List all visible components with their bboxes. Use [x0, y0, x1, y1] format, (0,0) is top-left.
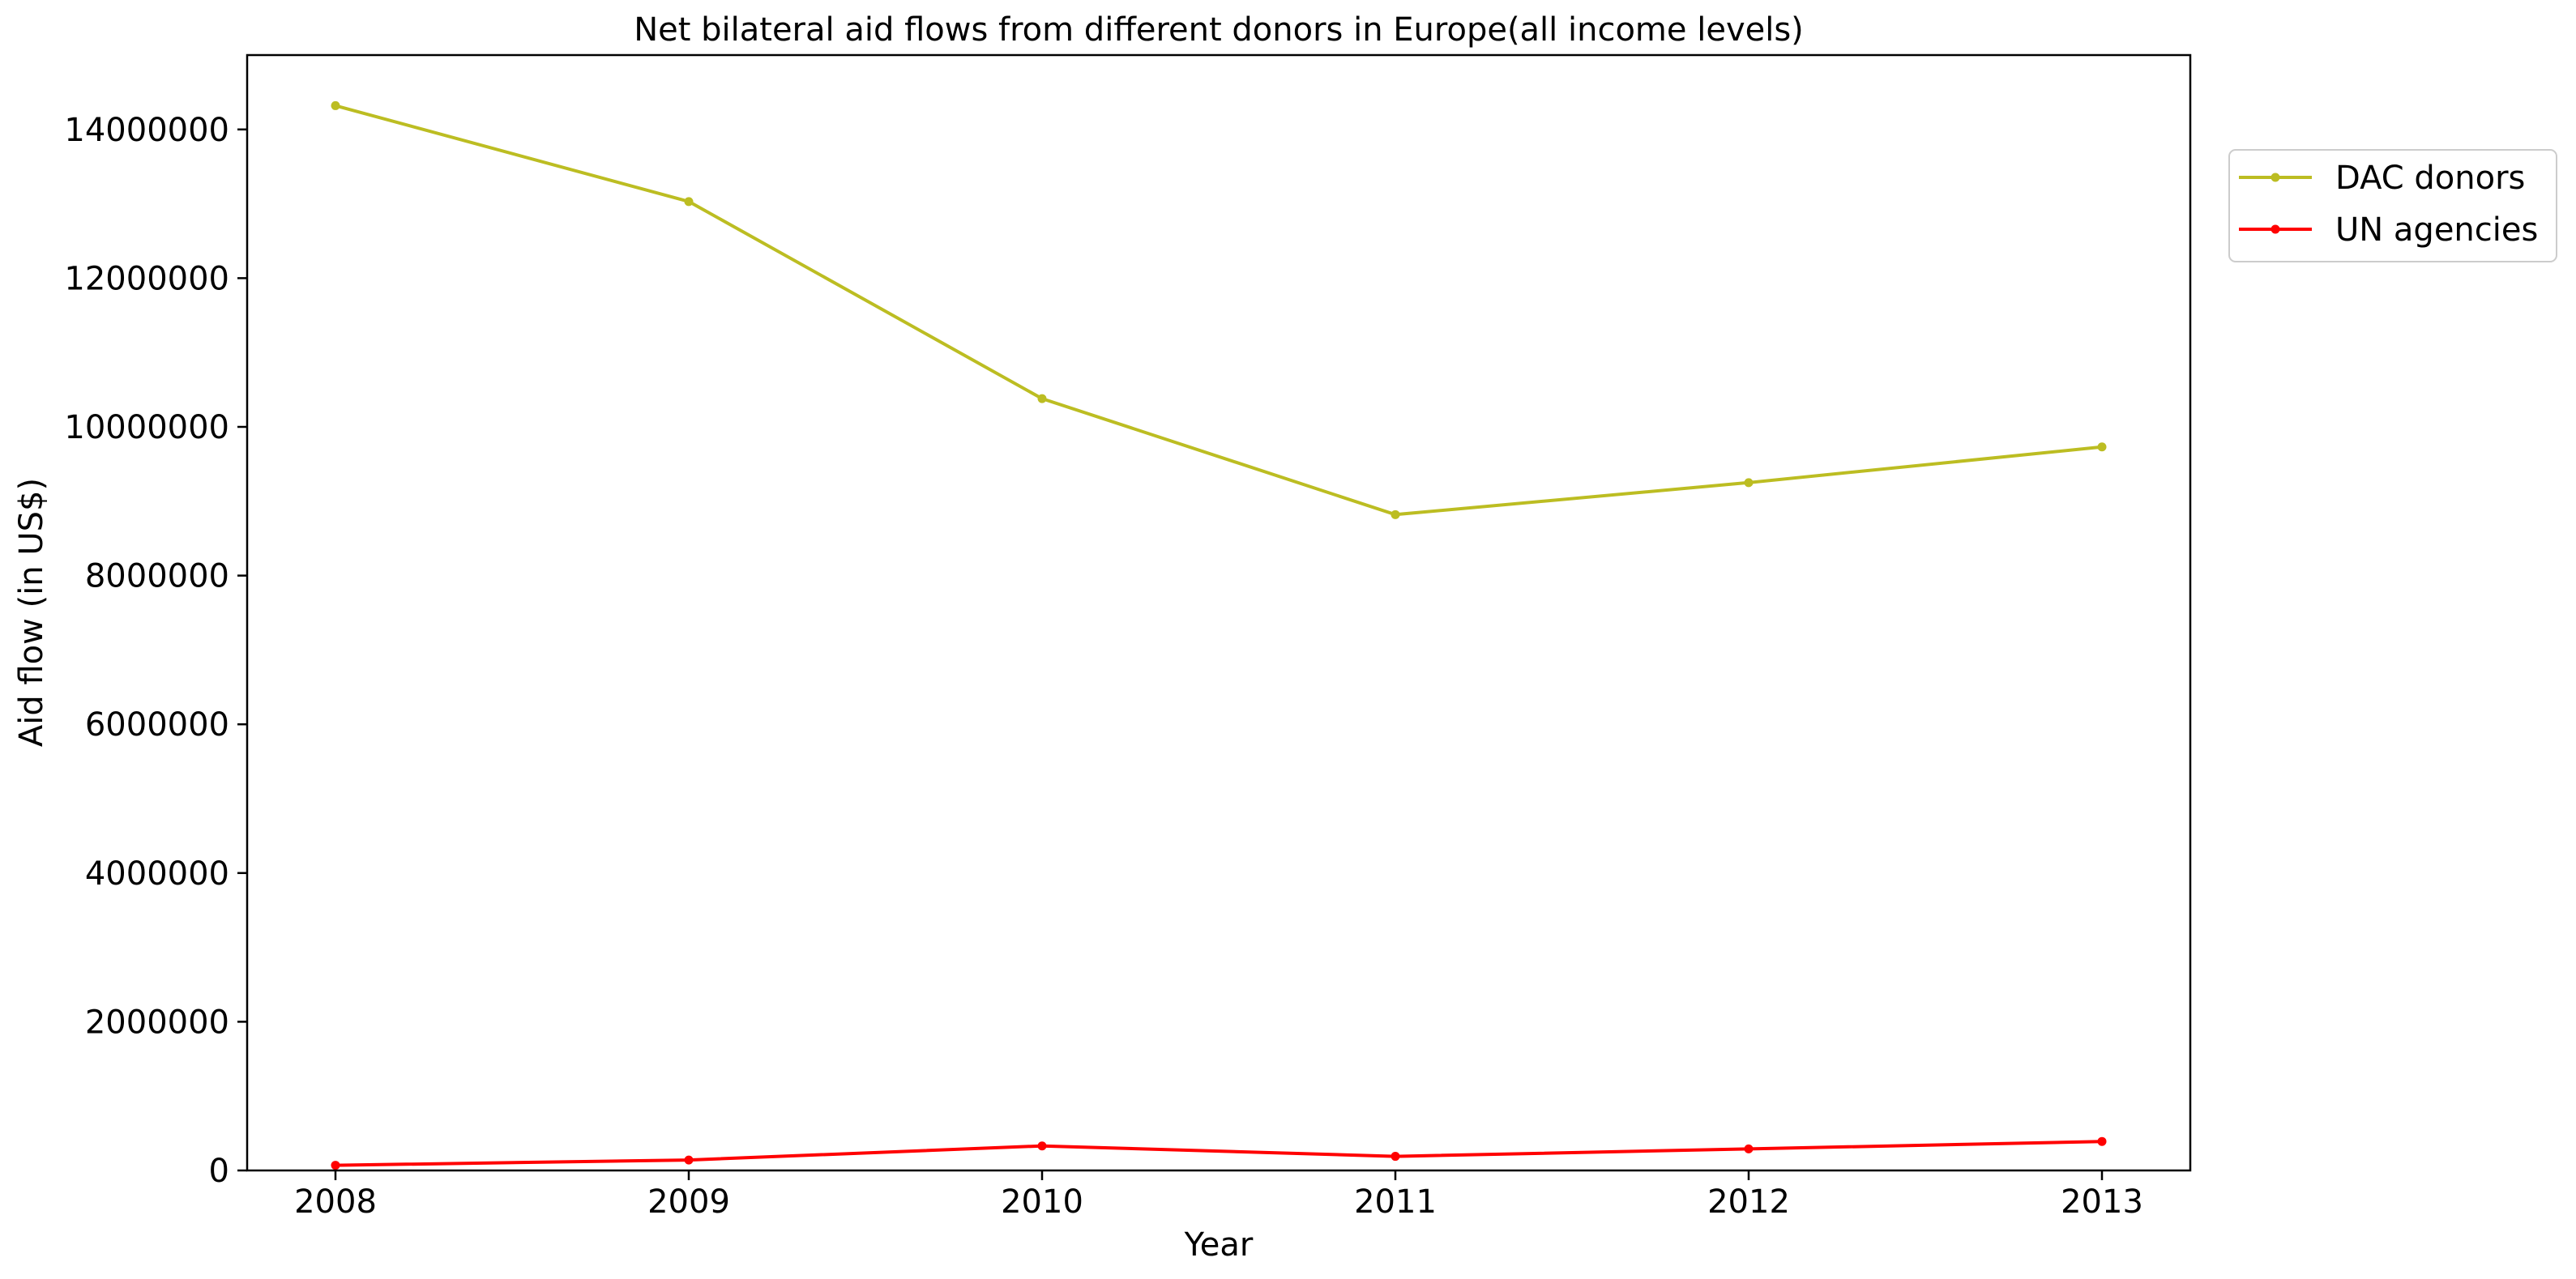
data-point-dac-donors: [331, 100, 340, 110]
legend-items: DAC donors UN agencies: [2239, 160, 2538, 249]
plot-frame: [246, 53, 2192, 1172]
data-point-un-agencies: [1744, 1144, 1754, 1153]
y-tick-label: 14000000: [64, 112, 229, 149]
data-point-un-agencies: [331, 1161, 340, 1170]
y-tick-label: 6000000: [85, 706, 229, 744]
legend-marker-dac-donors: [2271, 173, 2280, 182]
data-point-un-agencies: [1391, 1152, 1400, 1162]
series-line-dac-donors: [335, 104, 2103, 517]
data-point-dac-donors: [1744, 478, 1754, 488]
legend-label-dac-donors: DAC donors: [2335, 160, 2525, 197]
y-tick-label: 2000000: [85, 1004, 229, 1041]
legend-marker-un-agencies: [2271, 224, 2280, 234]
legend-label-un-agencies: UN agencies: [2335, 211, 2538, 249]
data-point-dac-donors: [684, 197, 694, 207]
x-axis-label: Year: [1184, 1226, 1254, 1264]
y-tick-label: 8000000: [85, 558, 229, 595]
y-tick-label: 0: [209, 1153, 229, 1190]
data-point-un-agencies: [684, 1155, 694, 1165]
x-tick-label: 2008: [294, 1183, 377, 1221]
data-point-dac-donors: [1391, 509, 1400, 519]
x-tick-label: 2010: [1001, 1183, 1083, 1221]
series-line-un-agencies: [335, 1140, 2103, 1167]
y-axis-ticks: 0 2000000 4000000 6000000 8000000 10000000 120…: [64, 112, 247, 1190]
y-axis-label: Aid flow (in US$): [13, 478, 50, 747]
x-tick-label: 2009: [647, 1183, 730, 1221]
data-point-dac-donors: [1037, 394, 1047, 403]
legend: DAC donors UN agencies: [2228, 149, 2557, 262]
x-tick-label: 2013: [2061, 1183, 2143, 1221]
y-tick-label: 12000000: [64, 260, 229, 297]
x-tick-label: 2011: [1354, 1183, 1437, 1221]
y-tick-label: 4000000: [85, 855, 229, 893]
data-point-un-agencies: [2097, 1136, 2107, 1146]
x-axis-ticks: 2008 2009 2010 2011 2012 2013: [294, 1170, 2143, 1221]
data-point-dac-donors: [2097, 442, 2107, 452]
chart-title: Net bilateral aid flows from different d…: [634, 11, 1804, 49]
x-tick-label: 2012: [1707, 1183, 1790, 1221]
data-point-un-agencies: [1037, 1141, 1047, 1151]
series-layer: [331, 100, 2107, 1170]
y-tick-label: 10000000: [64, 409, 229, 446]
